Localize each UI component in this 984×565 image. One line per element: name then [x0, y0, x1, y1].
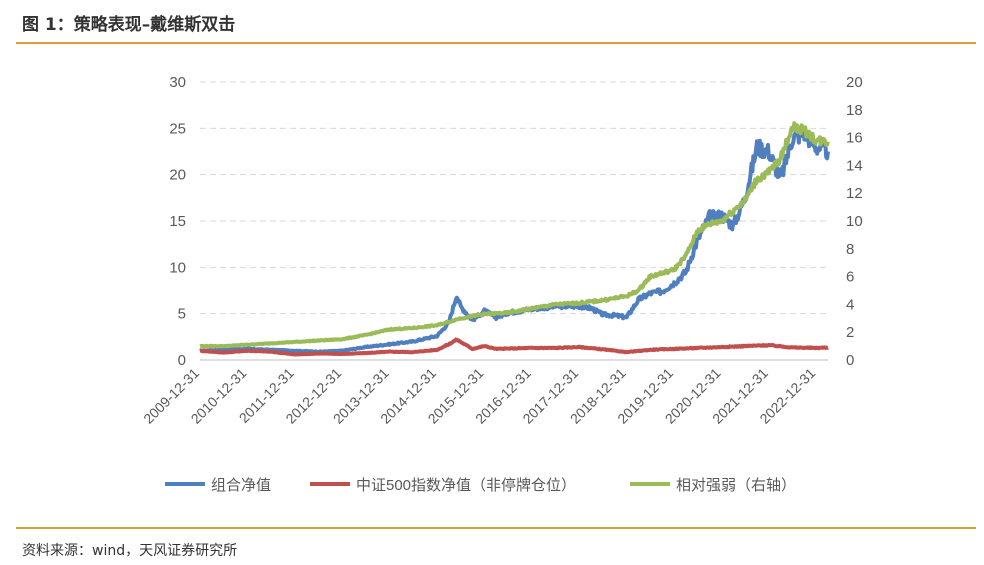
bottom-divider — [16, 527, 976, 529]
y-right-tick-label: 8 — [846, 241, 854, 258]
y-right-tick-label: 20 — [846, 74, 863, 91]
y-left-tick-label: 15 — [169, 213, 186, 230]
series-line-2 — [198, 121, 830, 349]
y-axis-right: 0 2 4 6 8 10 12 14 16 18 20 — [846, 74, 863, 369]
series-lines — [198, 121, 830, 357]
y-right-tick-label: 12 — [846, 185, 863, 202]
legend-label: 相对强弱（右轴） — [676, 477, 796, 494]
legend-label: 中证500指数净值（非停牌仓位） — [356, 477, 576, 494]
y-left-tick-label: 5 — [178, 306, 186, 323]
top-divider — [16, 42, 976, 44]
series-line-0 — [198, 126, 830, 354]
y-left-tick-label: 0 — [178, 352, 186, 369]
figure-title: 图 1：策略表现–戴维斯双击 — [22, 15, 236, 35]
legend: 组合净值 中证500指数净值（非停牌仓位） 相对强弱（右轴） — [165, 477, 796, 494]
y-left-tick-label: 25 — [169, 120, 186, 137]
y-right-tick-label: 18 — [846, 102, 863, 119]
y-axis-left: 0 5 10 15 20 25 30 — [169, 74, 186, 369]
y-right-tick-label: 10 — [846, 213, 863, 230]
y-left-tick-label: 30 — [169, 74, 186, 91]
y-right-tick-label: 0 — [846, 352, 854, 369]
y-right-tick-label: 16 — [846, 130, 863, 147]
gridlines — [200, 81, 828, 315]
y-right-tick-label: 14 — [846, 157, 863, 174]
y-right-tick-label: 4 — [846, 296, 854, 313]
chart: 0 5 10 15 20 25 30 0 2 4 6 8 10 12 14 16 18 20 2009-12-3… — [140, 74, 863, 494]
y-left-tick-label: 10 — [169, 259, 186, 276]
series-line-1 — [198, 337, 830, 357]
y-right-tick-label: 2 — [846, 324, 854, 341]
source-note: 资料来源：wind，天风证券研究所 — [22, 543, 238, 559]
legend-label: 组合净值 — [211, 477, 271, 494]
y-left-tick-label: 20 — [169, 167, 186, 184]
y-right-tick-label: 6 — [846, 269, 854, 286]
x-axis: 2009-12-312010-12-312011-12-312012-12-31… — [140, 359, 828, 427]
